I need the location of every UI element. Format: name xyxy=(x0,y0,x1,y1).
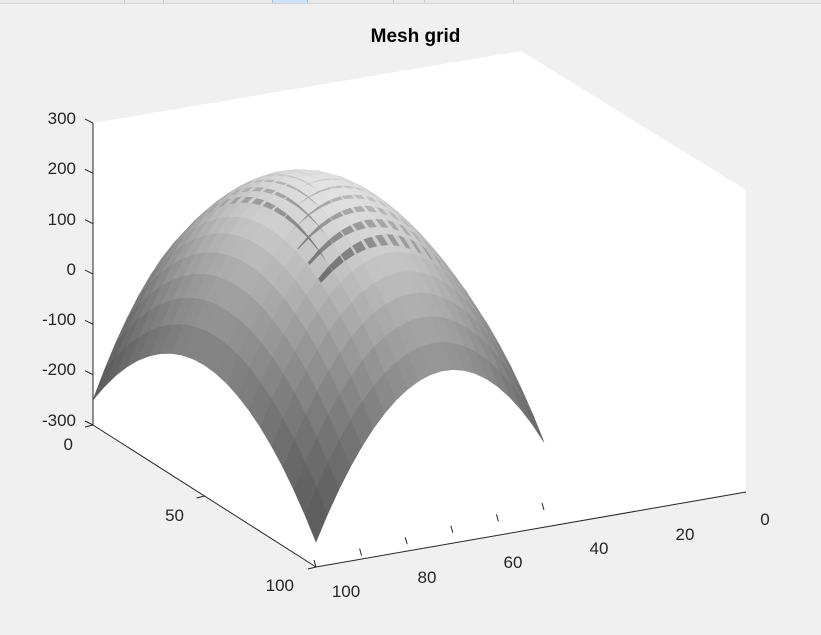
surface-mesh xyxy=(92,169,545,543)
x-tick-label: 60 xyxy=(504,553,523,572)
axis-tick xyxy=(84,424,94,428)
x-tick-label: 40 xyxy=(590,539,609,558)
axis-tick xyxy=(84,269,94,275)
z-tick-label: -200 xyxy=(42,360,76,379)
axis-tick xyxy=(196,495,205,499)
axis-ticks xyxy=(84,118,545,570)
x-tick-label: 0 xyxy=(760,510,769,529)
axis-tick xyxy=(541,502,545,511)
axis-tick xyxy=(84,219,94,225)
toolbar-separator xyxy=(424,0,425,3)
z-tick-label: 200 xyxy=(48,159,76,178)
x-axis-line xyxy=(315,491,747,568)
axis-tick xyxy=(307,566,317,570)
axis-tick xyxy=(84,118,94,124)
z-tick-label: 100 xyxy=(48,210,76,229)
axis-tick xyxy=(450,525,454,533)
axis-tick xyxy=(359,548,363,556)
surface-patch xyxy=(92,357,116,400)
chart-title: Mesh grid xyxy=(370,26,461,47)
z-tick-label: 300 xyxy=(48,109,76,128)
y-tick-labels: 0 50 100 xyxy=(64,435,294,595)
axis-tick xyxy=(84,319,94,325)
y-tick-label: 50 xyxy=(165,506,184,525)
x-tick-label: 100 xyxy=(332,582,360,601)
toolbar-separator xyxy=(124,0,125,3)
axis-tick xyxy=(495,514,499,522)
axis-tick xyxy=(404,537,408,545)
x-tick-label: 20 xyxy=(676,525,695,544)
toolbar-separator xyxy=(513,0,514,3)
z-tick-label: 0 xyxy=(67,260,76,279)
axis-tick xyxy=(84,370,94,376)
x-tick-label: 80 xyxy=(418,568,437,587)
toolbar-separator xyxy=(163,0,164,3)
toolbar-strip xyxy=(0,0,821,4)
y-tick-label: 100 xyxy=(266,576,294,595)
z-tick-label: -100 xyxy=(42,310,76,329)
axis-tick xyxy=(84,420,94,426)
axis-tick xyxy=(84,168,94,174)
x-tick-labels: 0 20 40 60 80 100 xyxy=(332,510,770,601)
z-tick-label: -300 xyxy=(42,411,76,430)
axis-tick xyxy=(313,559,317,568)
back-wall-right xyxy=(521,51,746,492)
toolbar-separator xyxy=(393,0,394,3)
z-tick-labels: -300 -200 -100 0 100 200 300 xyxy=(42,109,76,430)
y-tick-label: 0 xyxy=(64,435,73,454)
toolbar-active-button[interactable] xyxy=(272,0,308,3)
